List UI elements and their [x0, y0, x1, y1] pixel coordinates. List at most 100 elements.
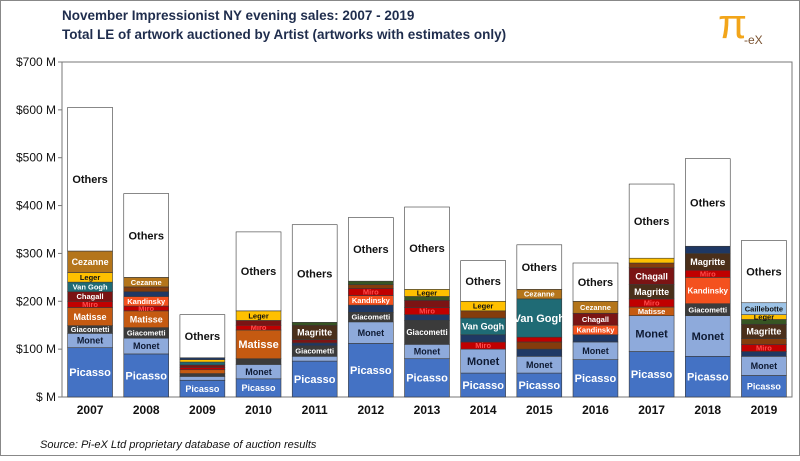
- x-tick-label: 2018: [694, 403, 721, 417]
- segment-label: Monet: [77, 336, 104, 346]
- segment-label: Miro: [756, 344, 772, 353]
- bar-segment-2018-picasso: [685, 356, 731, 398]
- segment-label: Matisse: [638, 307, 666, 316]
- segment-label: Miro: [363, 288, 379, 297]
- segment-label: Monet: [526, 360, 553, 370]
- segment-label: Magritte: [690, 257, 725, 267]
- segment-label: Matisse: [238, 339, 278, 351]
- bar-segment-2011-chagall: [291, 339, 338, 344]
- segment-label: Others: [578, 277, 613, 289]
- chart-title: November Impressionist NY evening sales:…: [62, 8, 414, 23]
- pi-logo-glyph: π: [718, 0, 747, 47]
- segment-label: Monet: [635, 328, 668, 340]
- segment-label: Monet: [414, 347, 441, 357]
- segment-label: Others: [634, 216, 669, 228]
- segment-label: Kandinsky: [127, 297, 166, 306]
- bar-segment-2011-monet: [291, 356, 338, 362]
- segment-label: Monet: [692, 331, 725, 343]
- segment-label: Leger: [417, 289, 438, 298]
- bar-segment-2012-minor3: [348, 280, 394, 285]
- segment-label: Miro: [251, 323, 267, 332]
- bar-segment-2018-kandinsky: [685, 277, 731, 304]
- segment-label: Monet: [582, 346, 609, 356]
- segment-label: Magritte: [297, 328, 332, 338]
- bar-segment-2015-others: [516, 244, 563, 290]
- segment-label: Picasso: [747, 381, 782, 391]
- segment-label: Cezanne: [524, 290, 555, 299]
- segment-label: Others: [72, 174, 107, 186]
- bar-segment-2015-minor1: [516, 348, 563, 357]
- bar-segment-2015-minor2: [516, 341, 563, 350]
- x-tick-label: 2008: [133, 403, 160, 417]
- bar-segment-2018-others: [685, 158, 731, 247]
- segment-label: Caillebotte: [745, 304, 783, 313]
- segment-label: Giacometti: [71, 325, 110, 334]
- x-tick-label: 2007: [77, 403, 104, 417]
- bar-segment-2019-others: [741, 240, 787, 304]
- segment-label: Others: [128, 230, 163, 242]
- bar-segment-2009-others: [179, 314, 226, 359]
- segment-label: Picasso: [125, 370, 167, 382]
- plot-area: $ M $100 M $200 M $300 M $400 M $500 M $600 M $…: [16, 55, 793, 417]
- segment-label: Others: [185, 331, 220, 343]
- segment-label: Picasso: [575, 373, 617, 385]
- segment-label: Picasso: [631, 369, 673, 381]
- segment-label: Chagall: [77, 292, 104, 301]
- x-tick-label: 2014: [470, 403, 497, 417]
- source-note: Source: Pi-eX Ltd proprietary database o…: [40, 439, 317, 451]
- segment-label: Kandinsky: [688, 286, 729, 295]
- segment-label: Others: [522, 262, 557, 274]
- bar-segment-2010-chagall: [235, 320, 282, 326]
- bar-segment-2008-minor2: [123, 286, 169, 293]
- y-tick-label: $100 M: [16, 342, 56, 356]
- segment-label: Giacometti: [295, 347, 334, 356]
- segment-label: Monet: [245, 367, 272, 377]
- chart-subtitle: Total LE of artwork auctioned by Artist …: [62, 27, 506, 42]
- segment-label: Cezanne: [72, 257, 109, 267]
- segment-label: Monet: [467, 356, 500, 368]
- logo-text: -eX: [744, 33, 763, 47]
- bar-segment-2008-others: [123, 193, 169, 278]
- bar-segment-2010-giacometti: [235, 358, 282, 365]
- segment-label: Others: [353, 244, 388, 256]
- segment-label: Leger: [473, 302, 494, 311]
- segment-label: Magritte: [746, 327, 781, 337]
- segment-label: Cezanne: [131, 278, 162, 287]
- segment-label: Matisse: [74, 312, 107, 322]
- y-tick-label: $700 M: [16, 55, 56, 69]
- y-tick-label: $400 M: [16, 199, 56, 213]
- bar-segment-2011-minor3: [291, 322, 338, 326]
- bar-segment-2008-minor1: [123, 291, 169, 297]
- bar-segment-2011-minor1: [291, 342, 338, 347]
- bar-segment-2009-chagall: [179, 364, 226, 368]
- y-tick-label: $500 M: [16, 151, 56, 165]
- segment-label: Others: [690, 197, 725, 209]
- x-tick-label: 2011: [302, 403, 328, 417]
- bar-segment-2014-minor2: [460, 310, 506, 319]
- segment-label: Picasso: [406, 373, 448, 385]
- bar-segment-2008-picasso: [123, 353, 169, 398]
- segment-label: Leger: [248, 311, 269, 320]
- x-tick-label: 2019: [751, 403, 778, 417]
- segment-label: Picasso: [350, 365, 392, 377]
- segment-label: Miro: [700, 269, 716, 278]
- x-tick-label: 2016: [582, 403, 609, 417]
- bar-segment-2018-monet: [685, 315, 731, 357]
- bar-segment-2017-minor2: [628, 262, 675, 269]
- segment-label: Picasso: [462, 380, 504, 392]
- segment-label: Kandinsky: [576, 326, 615, 335]
- bar-segment-2014-others: [460, 260, 506, 302]
- bar-segment-2009-giacometti: [179, 373, 226, 377]
- segment-label: Picasso: [519, 380, 561, 392]
- segment-label: Giacometti: [351, 313, 390, 322]
- x-tick-label: 2012: [357, 403, 384, 417]
- bar-segment-2010-others: [235, 231, 282, 312]
- x-tick-label: 2010: [245, 403, 272, 417]
- segment-label: Matisse: [130, 314, 163, 324]
- segment-label: Others: [297, 268, 332, 280]
- bar-segment-2016-minor1: [572, 334, 619, 343]
- segment-label: Picasso: [185, 384, 220, 394]
- bar-segment-2017-monet: [628, 315, 675, 352]
- bar-segment-2007-picasso: [67, 347, 113, 398]
- bar-segment-2007-others: [67, 107, 113, 252]
